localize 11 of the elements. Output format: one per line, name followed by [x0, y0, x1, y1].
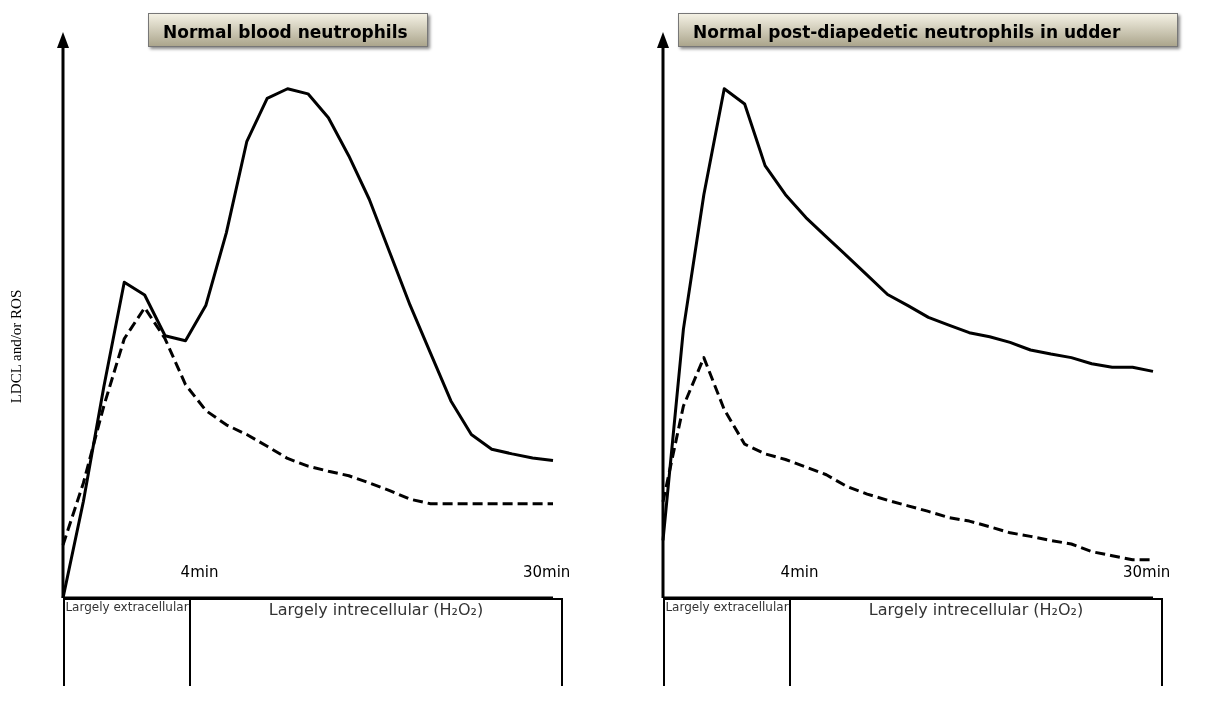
text: Largely extracellular — [65, 600, 191, 686]
annotation: 4min — [180, 563, 219, 581]
chart-title: Normal post-diapedetic neutrophils in udder — [678, 13, 1178, 47]
text: Largely intrecellular (H₂O₂) — [867, 600, 1085, 621]
y-axis-title: LDCL and/or ROS — [7, 288, 25, 406]
annotation: 30min — [1123, 563, 1171, 581]
annotation: 30min — [523, 563, 571, 581]
text: Largely intrecellular (H₂O₂) — [267, 600, 485, 621]
annotation: 4min — [780, 563, 819, 581]
text: Largely extracellular — [665, 600, 791, 686]
chart-title: Normal blood neutrophils — [148, 13, 428, 47]
